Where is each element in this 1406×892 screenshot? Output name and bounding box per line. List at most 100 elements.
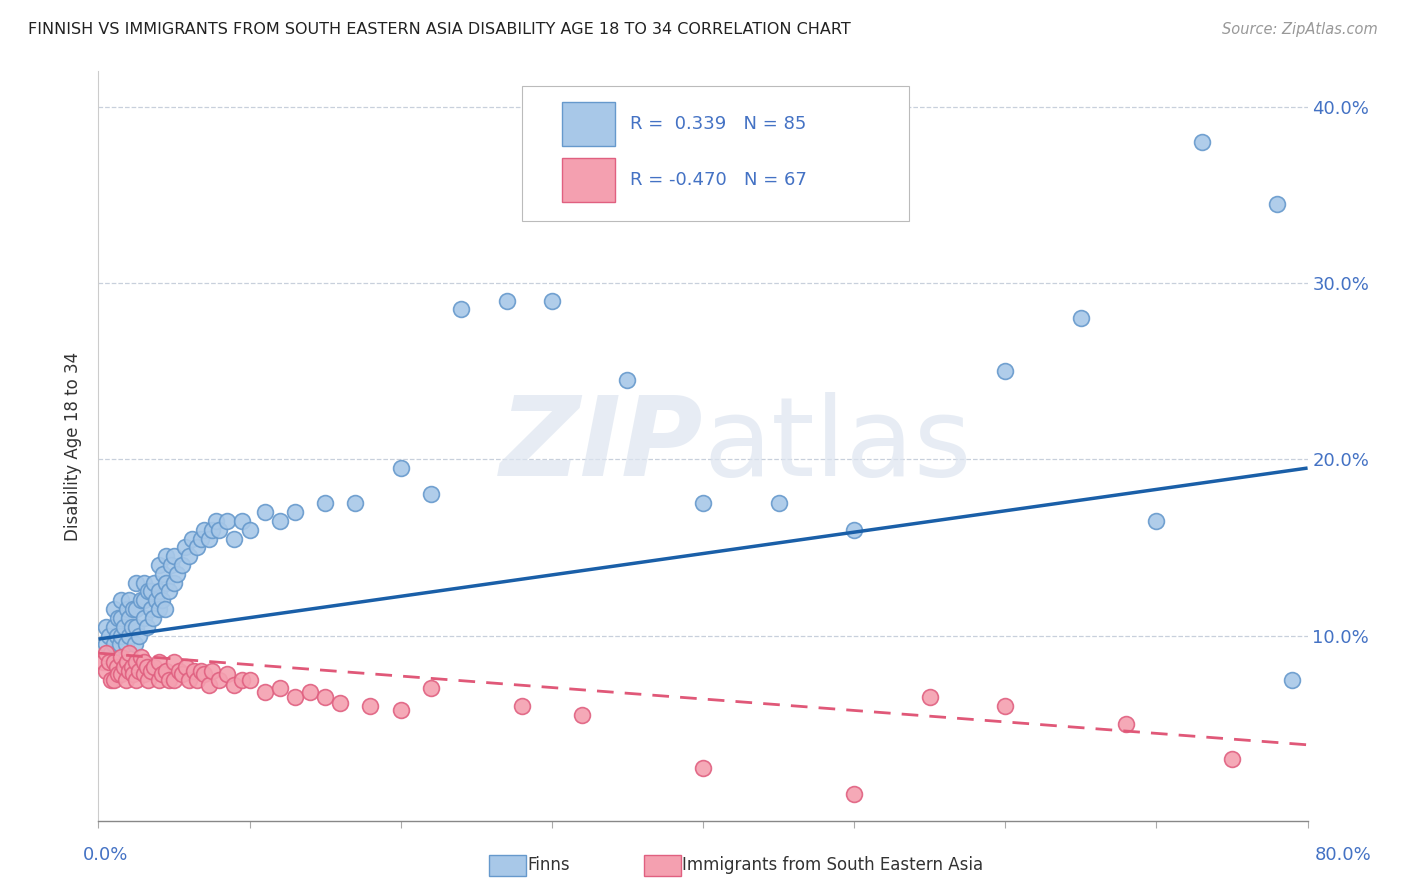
Point <box>193 667 215 681</box>
Point <box>155 549 177 564</box>
Text: ZIP: ZIP <box>499 392 703 500</box>
Point <box>190 664 212 678</box>
Point <box>152 566 174 581</box>
Text: Finns: Finns <box>527 856 569 874</box>
Point <box>110 628 132 642</box>
Point <box>110 649 132 664</box>
Point <box>994 364 1017 378</box>
Point <box>142 611 165 625</box>
Point <box>197 678 219 692</box>
Point <box>143 660 166 674</box>
Point <box>284 690 307 705</box>
Point <box>344 496 367 510</box>
Point <box>103 620 125 634</box>
Point <box>94 620 117 634</box>
Point <box>186 673 208 687</box>
Point <box>179 549 201 564</box>
Point <box>115 602 138 616</box>
Point <box>141 584 163 599</box>
Point <box>135 660 157 674</box>
Point <box>1144 514 1167 528</box>
Point <box>132 575 155 590</box>
Point <box>299 685 322 699</box>
Point <box>183 664 205 678</box>
Point <box>125 655 148 669</box>
Point <box>420 487 443 501</box>
Point <box>1070 311 1092 326</box>
Point <box>148 602 170 616</box>
Point <box>215 667 238 681</box>
Point <box>118 664 141 678</box>
Point <box>994 699 1017 714</box>
Point <box>105 628 128 642</box>
FancyBboxPatch shape <box>561 158 614 202</box>
Point <box>450 302 472 317</box>
Point <box>329 696 352 710</box>
Point <box>314 496 336 510</box>
Point <box>125 575 148 590</box>
Point <box>193 523 215 537</box>
Point <box>141 664 163 678</box>
Point <box>110 667 132 681</box>
Point <box>224 678 246 692</box>
Point <box>269 681 291 696</box>
Y-axis label: Disability Age 18 to 34: Disability Age 18 to 34 <box>65 351 83 541</box>
Point <box>118 628 141 642</box>
Point <box>314 690 336 705</box>
Point <box>125 673 148 687</box>
Point <box>510 699 533 714</box>
Point <box>103 637 125 651</box>
Point <box>91 655 114 669</box>
Point <box>98 655 121 669</box>
Point <box>1191 135 1213 149</box>
Point <box>159 584 181 599</box>
Point <box>163 673 186 687</box>
FancyBboxPatch shape <box>561 102 614 146</box>
Point <box>571 707 593 722</box>
Point <box>186 541 208 555</box>
Point <box>114 637 136 651</box>
Point <box>110 593 132 607</box>
Point <box>190 532 212 546</box>
Point <box>768 496 790 510</box>
Point <box>616 373 638 387</box>
Point <box>103 602 125 616</box>
Point <box>181 532 204 546</box>
Point <box>495 293 517 308</box>
Point <box>231 673 253 687</box>
Point <box>201 664 224 678</box>
Point <box>208 523 231 537</box>
Point <box>143 575 166 590</box>
Point <box>224 532 246 546</box>
Point <box>844 523 866 537</box>
Point <box>170 558 193 572</box>
Point <box>107 667 129 681</box>
Point <box>118 593 141 607</box>
Text: 0.0%: 0.0% <box>83 846 128 863</box>
Text: FINNISH VS IMMIGRANTS FROM SOUTH EASTERN ASIA DISABILITY AGE 18 TO 34 CORRELATIO: FINNISH VS IMMIGRANTS FROM SOUTH EASTERN… <box>28 22 851 37</box>
Point <box>103 655 125 669</box>
Point <box>135 620 157 634</box>
Point <box>918 690 941 705</box>
Text: atlas: atlas <box>703 392 972 500</box>
Point <box>107 611 129 625</box>
Point <box>98 628 121 642</box>
Point <box>155 664 177 678</box>
Point <box>129 593 152 607</box>
Point <box>239 523 262 537</box>
Point <box>114 673 136 687</box>
Point <box>122 602 145 616</box>
Point <box>170 667 193 681</box>
Point <box>148 584 170 599</box>
Point <box>112 620 135 634</box>
Point <box>389 702 412 716</box>
Point <box>105 660 128 674</box>
Point <box>205 514 228 528</box>
Text: 80.0%: 80.0% <box>1315 846 1371 863</box>
Point <box>153 602 176 616</box>
Point <box>136 673 159 687</box>
Point <box>844 787 866 801</box>
Point <box>112 660 135 674</box>
Point <box>163 549 186 564</box>
Point <box>122 667 145 681</box>
